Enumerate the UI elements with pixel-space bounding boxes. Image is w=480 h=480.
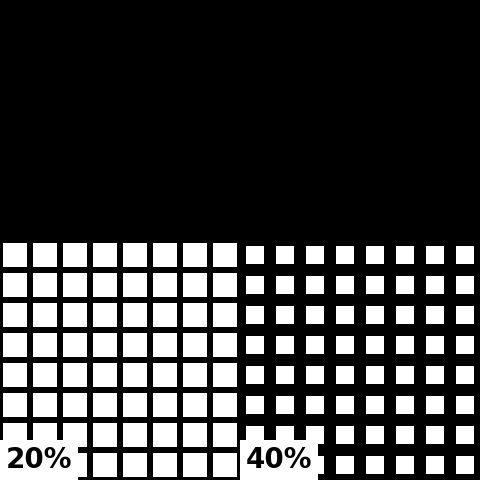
Text: 20%: 20% [6, 446, 72, 474]
Text: 40%: 40% [246, 446, 312, 474]
